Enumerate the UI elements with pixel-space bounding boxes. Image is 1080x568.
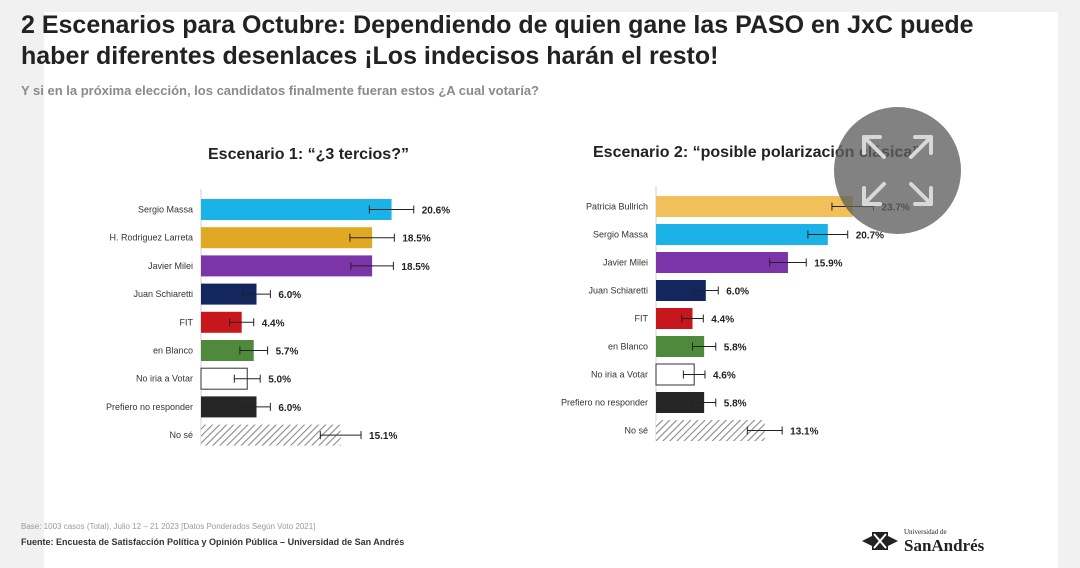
expand-button[interactable] bbox=[834, 107, 961, 234]
page-title: 2 Escenarios para Octubre: Dependiendo d… bbox=[21, 11, 974, 70]
chart-1-error-bar-3 bbox=[242, 290, 271, 299]
chart-2-category-label-0: Patricia Bullrich bbox=[586, 202, 648, 212]
chart-1-category-label-1: H. Rodriguez Larreta bbox=[109, 233, 193, 243]
chart-1-value-label-7: 6.0% bbox=[278, 403, 301, 414]
footer-source: Fuente: Encuesta de Satisfacción Polític… bbox=[21, 537, 405, 547]
chart-2-bar-7 bbox=[656, 392, 705, 413]
chart-2-value-label-2: 15.9% bbox=[814, 259, 842, 270]
chart-2-value-label-3: 6.0% bbox=[726, 287, 749, 298]
chart-2-bar-2 bbox=[656, 252, 788, 273]
chart-1-error-bar-4 bbox=[229, 318, 255, 327]
chart-2-bar-3 bbox=[656, 280, 706, 301]
chart-2-category-label-2: Javier Milei bbox=[603, 258, 648, 268]
chart-2-error-bar-1 bbox=[807, 230, 849, 239]
chart-2-category-label-3: Juan Schiaretti bbox=[588, 286, 648, 296]
chart-1-value-label-2: 18.5% bbox=[401, 262, 429, 273]
chart-1-category-label-2: Javier Milei bbox=[148, 261, 193, 271]
chart-2-bar-8 bbox=[656, 420, 765, 441]
chart-1-error-bar-5 bbox=[239, 346, 269, 355]
chart-2-error-bar-3 bbox=[692, 286, 719, 295]
chart-1-bar-4 bbox=[201, 311, 242, 333]
chart-1-error-bar-6 bbox=[233, 374, 261, 383]
chart-2-error-bar-5 bbox=[692, 342, 717, 351]
chart-2-category-label-1: Sergio Massa bbox=[593, 230, 648, 240]
chart-1-value-label-8: 15.1% bbox=[369, 431, 397, 442]
page-subtitle: Y si en la próxima elección, los candida… bbox=[21, 83, 539, 98]
chart-1: Sergio Massa 20.6% H. Rodriguez Larreta 18.… bbox=[106, 189, 450, 446]
chart-2-bar-5 bbox=[656, 336, 705, 357]
chart-2: Patricia Bullrich23.7%Sergio Massa20.7%J… bbox=[561, 186, 910, 441]
chart-1-bar-1 bbox=[201, 227, 373, 249]
footer-base-note: Base: 1003 casos (Total), Julio 12 – 21 … bbox=[21, 522, 316, 531]
chart-1-error-bar-1 bbox=[349, 233, 395, 242]
chart-1-bar-7 bbox=[201, 396, 257, 418]
chart-2-value-label-4: 4.4% bbox=[711, 315, 734, 326]
chart-2-category-label-4: FIT bbox=[635, 314, 649, 324]
logo-text-small: Universidad de bbox=[904, 528, 947, 536]
chart-1-bar-0 bbox=[201, 199, 392, 220]
chart-1-error-bar-7 bbox=[242, 402, 271, 411]
chart-2-error-bar-8 bbox=[746, 426, 783, 435]
chart-1-value-label-1: 18.5% bbox=[402, 234, 430, 245]
expand-icon bbox=[862, 135, 933, 206]
chart-1-category-label-4: FIT bbox=[180, 317, 194, 327]
chart-2-error-bar-4 bbox=[681, 314, 704, 323]
chart-2-category-label-6: No iria a Votar bbox=[591, 370, 648, 380]
university-logo: Universidad de SanAndrés bbox=[860, 528, 1010, 556]
chart-1-bar-5 bbox=[201, 340, 254, 361]
chart-1-value-label-6: 5.0% bbox=[268, 375, 291, 386]
chart-2-value-label-5: 5.8% bbox=[724, 343, 747, 354]
logo-text-big: SanAndrés bbox=[904, 536, 985, 555]
chart-2-bar-0 bbox=[656, 196, 853, 217]
chart-1-category-label-5: en Blanco bbox=[153, 346, 193, 356]
chart-2-value-label-7: 5.8% bbox=[724, 399, 747, 410]
chart-1-title: Escenario 1: “¿3 tercios?” bbox=[208, 146, 409, 163]
chart-2-bar-4 bbox=[656, 308, 693, 329]
chart-1-bar-2 bbox=[201, 255, 373, 277]
logo-mark-icon bbox=[862, 532, 898, 550]
chart-1-category-label-3: Juan Schiaretti bbox=[133, 289, 193, 299]
chart-2-error-bar-7 bbox=[692, 398, 717, 407]
chart-1-value-label-5: 5.7% bbox=[276, 347, 299, 358]
chart-2-category-label-7: Prefiero no responder bbox=[561, 398, 648, 408]
chart-1-category-label-7: Prefiero no responder bbox=[106, 402, 193, 412]
chart-1-value-label-3: 6.0% bbox=[278, 290, 301, 301]
chart-1-error-bar-0 bbox=[368, 205, 415, 214]
chart-2-value-label-1: 20.7% bbox=[856, 231, 884, 242]
chart-2-error-bar-6 bbox=[682, 370, 706, 379]
chart-1-error-bar-8 bbox=[319, 431, 362, 440]
chart-2-category-label-8: No sé bbox=[624, 426, 648, 436]
chart-1-value-label-4: 4.4% bbox=[262, 318, 285, 329]
chart-1-bar-8 bbox=[201, 424, 341, 446]
chart-1-category-label-8: No sé bbox=[169, 430, 193, 440]
chart-2-error-bar-2 bbox=[769, 258, 807, 267]
chart-1-category-label-6: No iria a Votar bbox=[136, 374, 193, 384]
chart-2-value-label-8: 13.1% bbox=[790, 427, 818, 438]
chart-2-category-label-5: en Blanco bbox=[608, 342, 648, 352]
chart-1-value-label-0: 20.6% bbox=[422, 206, 450, 217]
chart-1-error-bar-2 bbox=[350, 261, 394, 270]
chart-2-bar-1 bbox=[656, 224, 828, 245]
chart-1-category-label-0: Sergio Massa bbox=[138, 205, 193, 215]
chart-2-value-label-6: 4.6% bbox=[713, 371, 736, 382]
chart-1-bar-3 bbox=[201, 283, 257, 305]
